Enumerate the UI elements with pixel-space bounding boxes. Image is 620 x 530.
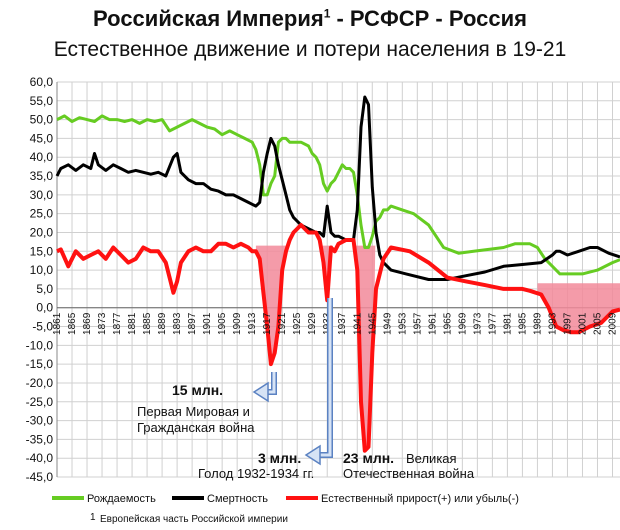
x-tick-label: 1957 — [412, 312, 423, 335]
page-title: Российская Империя1 - РСФСР - Россия — [93, 6, 527, 31]
footnote-text: Европейская часть Российской империи — [100, 514, 288, 525]
y-axis: 60,0 55,0 50,0 45,0 40,0 35,0 30,0 25,0 20,0 15,0… — [26, 75, 54, 484]
x-tick-label: 1989 — [532, 312, 543, 335]
x-tick-label: 2009 — [607, 312, 618, 335]
x-tick-label: 1997 — [562, 312, 573, 335]
x-tick-label: 1877 — [112, 312, 123, 335]
y-tick-label: 60,0 — [30, 75, 54, 89]
annotation-ww2: 23 млн. Великая Отечественная война — [343, 450, 475, 481]
ww1-label-line1: Первая Мировая и — [137, 404, 250, 419]
x-tick-label: 1921 — [277, 312, 288, 335]
x-tick-label: 1885 — [142, 312, 153, 335]
x-tick-label: 1977 — [487, 312, 498, 335]
x-tick-label: 1941 — [352, 312, 363, 335]
x-tick-label: 1889 — [157, 312, 168, 335]
arrow-ww1-head — [252, 381, 269, 403]
x-tick-label: 1929 — [307, 312, 318, 335]
ww1-label-line2: Гражданская война — [137, 420, 255, 435]
legend: Рождаемость Смертность Естественный прир… — [52, 493, 519, 505]
y-tick-label: -35,0 — [26, 432, 54, 446]
famine-label: Голод 1932-1934 гг. — [198, 466, 314, 481]
y-tick-label: -15,0 — [26, 357, 54, 371]
x-tick-label: 1873 — [97, 312, 108, 335]
series-lines — [55, 95, 620, 453]
y-tick-label: 50,0 — [30, 113, 54, 127]
y-tick-label: 35,0 — [30, 169, 54, 183]
x-tick-label: 1909 — [232, 312, 243, 335]
y-tick-label: 30,0 — [30, 188, 54, 202]
x-tick-label: 1881 — [127, 312, 138, 335]
legend-label-death: Смертность — [207, 493, 268, 505]
y-tick-label: 45,0 — [30, 131, 54, 145]
x-tick-label: 2001 — [577, 312, 588, 335]
y-tick-label: -5,0 — [32, 320, 53, 334]
x-tick-label: 1917 — [262, 312, 273, 335]
x-tick-label: 1861 — [52, 312, 63, 335]
x-tick-label: 1965 — [442, 312, 453, 335]
ww2-label-line1: Великая — [406, 451, 457, 466]
y-tick-label: 55,0 — [30, 94, 54, 108]
x-tick-label: 1985 — [517, 312, 528, 335]
x-tick-label: 1937 — [337, 312, 348, 335]
y-tick-label: 5,0 — [36, 282, 53, 296]
series-line-natural — [56, 223, 620, 453]
famine-loss-value: 3 млн. — [258, 450, 301, 466]
annotation-famine: 3 млн. Голод 1932-1934 гг. — [198, 298, 333, 481]
x-axis: 1861 1865 1869 1873 1877 1881 1885 1889 1893 1897… — [52, 312, 618, 335]
x-tick-label: 1945 — [367, 312, 378, 335]
x-tick-label: 1949 — [382, 312, 393, 335]
arrow-famine-inner — [320, 298, 332, 457]
x-tick-label: 1905 — [217, 312, 228, 335]
y-tick-label: 25,0 — [30, 207, 54, 221]
y-tick-label: 0,0 — [36, 301, 53, 315]
x-tick-label: 1865 — [67, 312, 78, 335]
legend-label-natural: Естественный прирост(+) или убыль(-) — [321, 493, 519, 505]
series-line-death — [55, 95, 620, 281]
x-tick-label: 1993 — [547, 312, 558, 335]
x-tick-label: 1953 — [397, 312, 408, 335]
page-subtitle: Естественное движение и потери населения… — [53, 38, 567, 61]
y-tick-label: -10,0 — [26, 338, 54, 352]
y-tick-label: -25,0 — [26, 395, 54, 409]
x-tick-label: 1981 — [502, 312, 513, 335]
x-tick-label: 1893 — [172, 312, 183, 335]
x-tick-label: 1901 — [202, 312, 213, 335]
annotation-ww1: 15 млн. Первая Мировая и Гражданская вой… — [137, 372, 277, 435]
ww1-loss-value: 15 млн. — [172, 382, 223, 398]
series-line-birth — [56, 114, 620, 276]
footnote: 1 Европейская часть Российской империи — [90, 512, 288, 525]
footnote-marker: 1 — [90, 512, 96, 523]
ww2-label-line2: Отечественная война — [343, 466, 475, 481]
y-tick-label: 10,0 — [30, 263, 54, 277]
x-tick-label: 1913 — [247, 312, 258, 335]
y-tick-label: 40,0 — [30, 150, 54, 164]
loss-area — [537, 283, 620, 333]
ww2-loss-value: 23 млн. — [343, 450, 394, 466]
y-tick-label: -45,0 — [26, 470, 54, 484]
y-tick-label: -20,0 — [26, 376, 54, 390]
y-tick-label: 20,0 — [30, 225, 54, 239]
y-tick-label: 15,0 — [30, 244, 54, 258]
arrow-famine-head — [304, 444, 321, 466]
x-tick-label: 1897 — [187, 312, 198, 335]
x-tick-label: 1961 — [427, 312, 438, 335]
legend-label-birth: Рождаемость — [87, 493, 156, 505]
x-tick-label: 2005 — [592, 312, 603, 335]
x-tick-label: 1869 — [82, 312, 93, 335]
x-tick-label: 1925 — [292, 312, 303, 335]
x-tick-label: 1969 — [457, 312, 468, 335]
y-tick-label: -30,0 — [26, 414, 54, 428]
x-tick-label: 1973 — [472, 312, 483, 335]
grid — [56, 81, 620, 478]
y-tick-label: -40,0 — [26, 451, 54, 465]
